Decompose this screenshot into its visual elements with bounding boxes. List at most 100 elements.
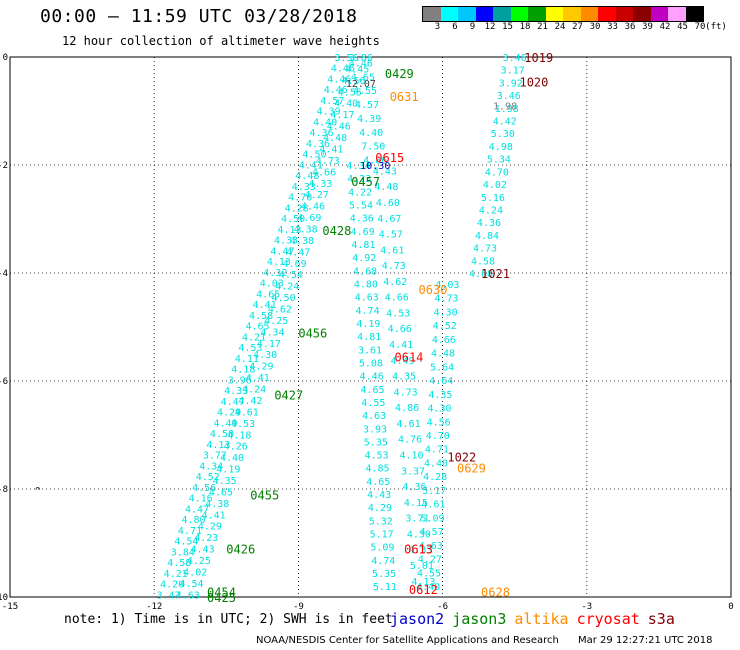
wave-height-value: 5.17 [422,486,446,497]
wave-height-value: 4.47 [270,246,294,257]
wave-height-value: 4.57 [320,96,344,107]
wave-height-value: 4.58 [167,558,191,569]
wave-height-value: 4.66 [388,324,412,335]
wave-height-value: 5.54 [349,200,373,211]
wave-height-value: 4.45 [345,64,369,75]
wave-height-value: 4.81 [351,240,375,251]
wave-height-value: 4.47 [286,247,310,258]
wave-height-value: 4.62 [383,277,407,288]
legend-swatch [545,7,563,21]
wave-height-value: 4.23 [194,533,218,544]
wave-height-value: 5.34 [487,155,511,166]
wave-height-value: 4.52 [433,321,457,332]
wave-height-value: 4.54 [279,270,303,281]
legend-swatch [615,7,633,21]
wave-height-value: 4.65 [209,487,233,498]
legend-swatch [685,7,703,21]
footer-timestamp: Mar 29 12:27:21 UTC 2018 [578,635,713,646]
wave-height-value: 5.30 [491,129,515,140]
wave-height-value: 4.18 [231,365,255,376]
wave-height-value: 4.65 [366,477,390,488]
legend-swatch [563,7,581,21]
wave-height-value: 4.33 [308,179,332,190]
satellite-key: jason2 jason3 altika cryosat s3a [390,610,683,628]
legend-swatch [493,7,511,21]
pass-label-s3a: 1020 [519,75,548,89]
wave-height-value: 4.38 [205,499,229,510]
wave-height-value: 4.46 [327,74,351,85]
wave-height-value: 7.50 [361,142,385,153]
wave-height-value: 4.66 [312,167,336,178]
wave-height-value: 4.02 [483,180,507,191]
wave-height-value: 4.50 [272,293,296,304]
y-tick-label: -4 [0,269,8,279]
wave-height-value: 4.30 [407,529,431,540]
wave-height-value: 3.37 [401,466,425,477]
wave-height-value: 4.21 [242,332,266,343]
wave-height-value: 4.65 [360,385,384,396]
wave-height-value: 5.64 [430,362,454,373]
legend-swatch [650,7,668,21]
wave-height-value: 4.03 [435,280,459,291]
legend-swatch [668,7,686,21]
wave-height-value: 4.30 [427,404,451,415]
wave-height-value: 4.17 [257,339,281,350]
wave-height-value: 4.62 [268,305,292,316]
wave-height-value: 4.70 [426,431,450,442]
legend-swatch [633,7,651,21]
legend-label: 12 [484,22,496,32]
wave-height-value: 4.23 [347,174,371,185]
units-note: note: 1) Time is in UTC; 2) SWH is in fe… [64,612,393,627]
wave-height-value: 4.58 [249,311,273,322]
wave-height-value: 4.63 [176,590,200,601]
wave-height-value: 4.36 [306,139,330,150]
wave-height-value: 4.11 [235,354,259,365]
wave-height-value: 4.35 [213,476,237,487]
wave-height-value: 4.40 [313,117,337,128]
wave-height-value: 3.61 [358,345,382,356]
wave-height-value: 4.29 [198,522,222,533]
wave-height-value: 4.84 [475,231,499,242]
legend-label: 9 [469,22,476,32]
wave-height-value: 5.35 [372,569,396,580]
legend-label: (ft) [705,22,727,32]
wave-height-value: 3.56 [334,53,358,64]
pass-label-s3a: 1021 [481,267,510,281]
wave-height-value: 5.35 [364,437,388,448]
wave-height-value: 4.10 [399,451,423,462]
page-subtitle: 12 hour collection of altimeter wave hei… [62,34,380,48]
pass-label-jason3: 0427 [274,389,303,403]
wave-height-value: 4.20 [160,580,184,591]
wave-height-value: 4.02 [183,567,207,578]
wave-height-value: 4.26 [224,442,248,453]
legend-label: 21 [537,22,548,32]
wave-height-value: 4.98 [489,142,513,153]
wave-height-value: 5.32 [369,516,393,527]
legend-label: 70 [694,22,706,32]
pass-label-altika: 0631 [390,90,419,104]
wave-height-value: 4.42 [493,117,517,128]
wave-height-value: 4.55 [338,87,362,98]
legend-label: 36 [624,22,636,32]
wave-height-value: 4.29 [217,408,241,419]
wave-height-value: 3.17 [501,66,525,77]
wave-height-value: 4.40 [359,128,383,139]
wave-height-value: 4.33 [274,236,298,247]
wave-height-value: 4.67 [377,214,401,225]
wave-height-value: 4.55 [361,398,385,409]
pass-label-cryosat: 0614 [395,351,424,365]
wave-height-value: 4.69 [297,213,321,224]
satellite-altika-label: altika [514,610,569,628]
wave-height-value: 4.43 [373,166,397,177]
wave-height-value: 4.53 [365,451,389,462]
wave-height-value: 4.69 [283,259,307,270]
pass-label-cryosat: 0613 [404,542,433,556]
pass-label-altika: 0629 [457,461,486,475]
pass-label-jason3: 0428 [322,224,351,238]
wave-height-value: 4.25 [187,556,211,567]
wave-height-value: 4.61 [397,419,421,430]
wave-height-value: 4.39 [317,107,341,118]
wave-height-value: 4.29 [249,362,273,373]
wave-height-value: 4.24 [479,205,503,216]
